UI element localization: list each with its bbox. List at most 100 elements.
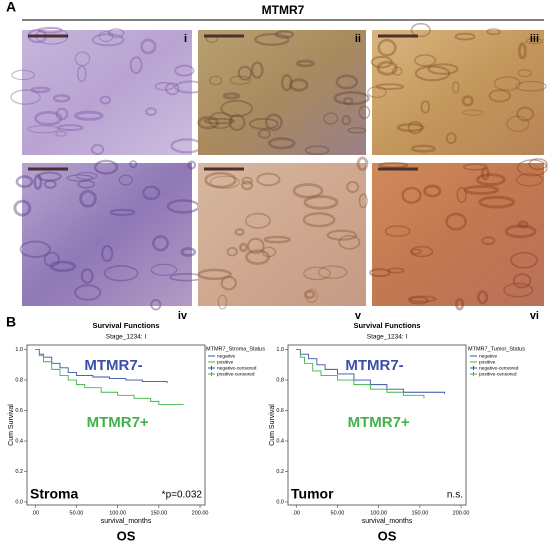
tissue-texture (108, 28, 125, 38)
legend-title: MTMR7_Tumor_Status (468, 346, 525, 352)
tissue-texture (256, 172, 281, 187)
y-tick-label: 0.2 (276, 469, 284, 475)
tissue-texture (197, 268, 232, 281)
tissue-texture (74, 284, 102, 301)
panel-title: MTMR7 (262, 3, 305, 17)
annotation-upper: MTMR7- (345, 357, 403, 374)
tissue-texture (477, 290, 489, 305)
x-tick-label: .00 (31, 510, 39, 516)
plot-frame (287, 344, 467, 506)
tissue-texture (445, 132, 457, 145)
tissue-texture (220, 99, 253, 118)
stat-label: *p=0.032 (162, 490, 203, 501)
annotation-lower: MTMR7+ (87, 414, 149, 431)
caption: OS (117, 528, 136, 543)
legend-entry: positive-censored (217, 371, 255, 377)
chart-subtitle: Stage_1234: I (106, 334, 147, 341)
tissue-texture (165, 82, 180, 96)
tissue-texture (239, 242, 248, 253)
x-tick-label: 150.00 (150, 510, 167, 516)
tissue-texture (378, 162, 409, 169)
tissue-texture (142, 185, 161, 201)
legend-entry: negative-censored (217, 365, 257, 371)
group-label: Tumor (291, 486, 334, 502)
tissue-texture (326, 229, 358, 241)
tissue-texture (367, 86, 387, 98)
tissue-texture (154, 82, 175, 91)
x-axis-label: survival_months (101, 518, 152, 525)
y-tick-label: 0.6 (15, 408, 23, 414)
charts: Survival Functions Stage_1234: I 0.0 0.2 0.4… (8, 321, 525, 543)
tissue-texture (49, 260, 77, 273)
tissue-texture (504, 224, 537, 239)
tissue-texture (304, 145, 330, 156)
annotation-upper: MTMR7- (84, 357, 142, 374)
tissue-texture (79, 189, 97, 208)
tissue-texture (303, 289, 316, 299)
y-axis-label: Cum Survival (8, 404, 15, 446)
tissue-texture (463, 185, 500, 195)
tissue-texture (375, 83, 405, 90)
tissue-texture (503, 282, 534, 298)
histology-image (372, 30, 544, 155)
tissue-texture (347, 127, 367, 134)
tissue-texture (356, 156, 369, 172)
tissue-texture (55, 107, 69, 121)
x-tick-label: 100.00 (109, 510, 126, 516)
tissue-texture (414, 54, 437, 67)
tissue-texture (208, 75, 223, 86)
tissue-texture (343, 97, 354, 106)
tissue-texture (478, 195, 516, 209)
tissue-texture (335, 74, 359, 90)
tissue-texture (305, 288, 318, 303)
tissue-texture (264, 113, 283, 132)
tissue-texture (303, 266, 331, 281)
x-tick-label: 50.00 (70, 510, 84, 516)
tissue-texture (427, 63, 459, 75)
tissue-texture (292, 183, 324, 199)
tissue-texture (515, 173, 544, 187)
tissue-texture (317, 265, 348, 279)
tissue-texture (129, 160, 138, 168)
tissue-texture (410, 245, 434, 258)
tissue-texture (152, 235, 169, 252)
tissue-texture (420, 100, 431, 114)
tissue-texture (66, 174, 93, 182)
plot-frame (26, 344, 206, 506)
tissue-texture (506, 115, 530, 132)
legend-title: MTMR7_Stroma_Status (206, 346, 265, 352)
tissue-texture (145, 107, 157, 116)
tissue-texture (11, 69, 35, 81)
panel-label: A (6, 0, 16, 15)
tissue-texture (33, 174, 43, 190)
tissue-texture (493, 76, 521, 91)
chart-title: Survival Functions (92, 321, 159, 330)
tissue-texture (346, 181, 360, 193)
y-tick-label: 1.0 (276, 347, 284, 353)
tissue-texture (228, 113, 246, 132)
tissue-texture (377, 38, 397, 57)
tissue-texture (263, 235, 291, 244)
tissue-texture (75, 171, 98, 180)
tissue-texture (445, 212, 467, 231)
tissue-texture (150, 263, 178, 276)
histology-image (22, 30, 192, 155)
tissue-texture (280, 74, 293, 92)
tissue-texture (91, 33, 125, 47)
tissue-texture (244, 212, 271, 229)
tissue-texture (180, 247, 197, 257)
tissue-texture (510, 251, 538, 269)
tissue-texture (486, 28, 501, 36)
tissue-texture (208, 111, 233, 130)
y-axis-label: Cum Survival (269, 404, 276, 446)
tissue-texture (209, 175, 240, 189)
tissue-texture (384, 225, 411, 237)
tissue-texture (99, 95, 111, 105)
tissue-texture (101, 244, 114, 262)
panel-label: B (6, 314, 16, 330)
tissue-texture (525, 38, 543, 45)
tissue-texture (103, 265, 139, 282)
tissue-texture (43, 179, 57, 189)
tissue-texture (407, 295, 437, 303)
